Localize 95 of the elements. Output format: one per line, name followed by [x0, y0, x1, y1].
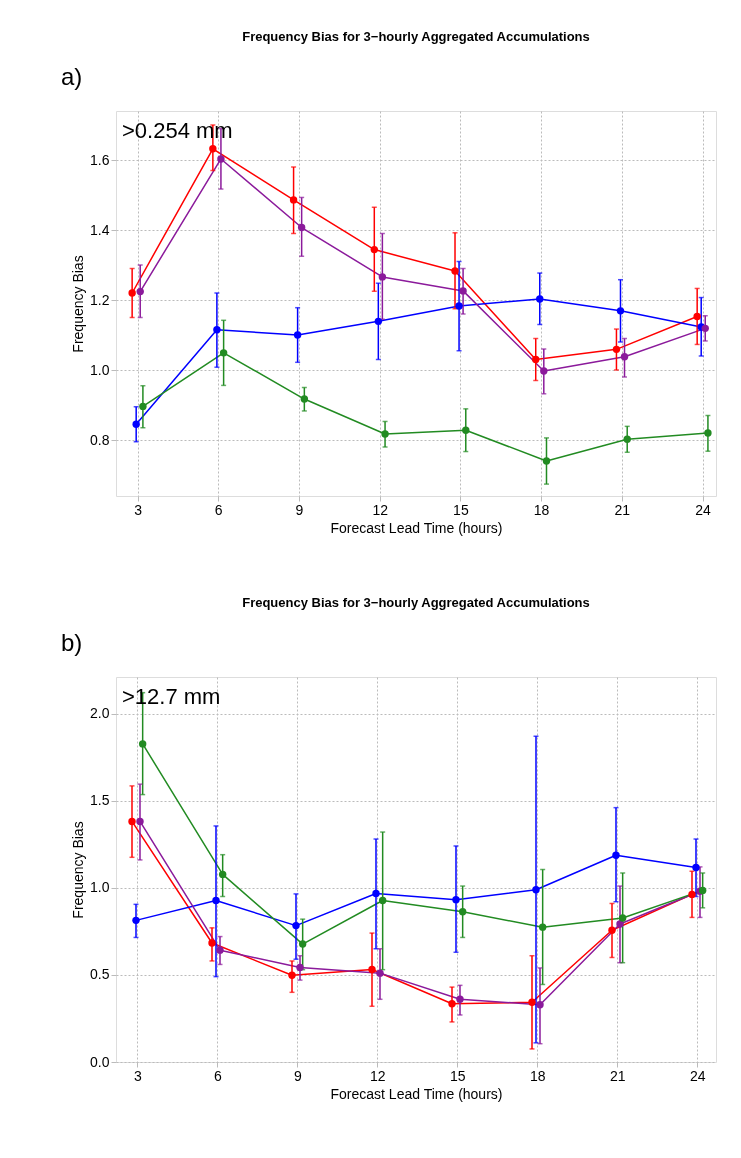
y-axis-title: Frequency Bias [70, 255, 87, 353]
x-tick-label: 9 [295, 501, 304, 518]
y-tick-label: 1.0 [90, 361, 110, 378]
y-tick-label: 1.0 [90, 879, 110, 896]
point [372, 889, 380, 898]
point [132, 420, 140, 428]
y-axis-title: Frequency Bias [70, 821, 87, 919]
chart-title: Frequency Bias for 3−hourly Aggregated Accumulations [242, 595, 590, 610]
point [459, 287, 467, 295]
point [136, 817, 144, 826]
y-tick-label: 0.0 [90, 1053, 110, 1070]
point [532, 886, 540, 894]
point [288, 971, 296, 979]
x-tick-label: 3 [134, 501, 143, 518]
point [618, 914, 627, 922]
x-axis-title: Forecast Lead Time (hours) [330, 519, 503, 536]
point [688, 890, 696, 899]
point [376, 969, 384, 977]
point [542, 457, 551, 465]
point [209, 145, 217, 153]
x-tick-label: 6 [214, 501, 223, 518]
y-tick-label: 0.8 [90, 431, 110, 448]
point [139, 402, 147, 411]
y-tick-label: 0.5 [90, 966, 110, 983]
point [538, 923, 547, 931]
point [616, 920, 624, 928]
point [208, 939, 216, 947]
y-tick-label: 1.4 [90, 221, 110, 238]
text: a) [61, 63, 83, 90]
point [213, 326, 221, 334]
point [612, 851, 620, 859]
point [536, 1000, 544, 1009]
point [693, 312, 701, 321]
point [136, 287, 144, 296]
x-tick-label: 24 [695, 501, 712, 518]
y-tick-label: 1.6 [90, 151, 110, 168]
point [381, 430, 389, 438]
chart-title: Frequency Bias for 3−hourly Aggregated Accumulations [242, 29, 590, 44]
point [704, 429, 712, 437]
x-tick-label: 18 [533, 501, 550, 518]
point [296, 963, 304, 972]
point [528, 998, 536, 1006]
point [701, 324, 709, 333]
point [378, 896, 387, 905]
point [536, 295, 544, 303]
point [217, 155, 225, 163]
point [623, 435, 631, 443]
x-axis-title: Forecast Lead Time (hours) [330, 1085, 503, 1102]
point [455, 302, 463, 310]
point [292, 921, 300, 930]
point [219, 349, 228, 357]
point [448, 1000, 456, 1008]
x-tick-label: 24 [690, 1067, 706, 1084]
point [378, 273, 387, 281]
point [456, 995, 464, 1003]
point [620, 353, 629, 361]
x-tick-label: 9 [293, 1067, 302, 1084]
point [212, 896, 220, 905]
x-tick-label: 15 [450, 1067, 466, 1084]
point [128, 817, 136, 826]
point [368, 965, 376, 974]
y-tick-label: 2.0 [90, 705, 110, 722]
point [216, 946, 224, 954]
point [289, 196, 298, 204]
text: b) [61, 629, 83, 656]
point [293, 331, 302, 339]
y-tick-label: 1.5 [90, 792, 110, 809]
point [370, 245, 378, 254]
point [616, 307, 625, 315]
point [298, 940, 307, 948]
point [612, 345, 621, 354]
point [451, 267, 459, 275]
x-tick-label: 21 [610, 1067, 626, 1084]
point [532, 355, 540, 364]
point [374, 317, 383, 326]
x-tick-label: 12 [370, 1067, 386, 1084]
point [692, 863, 700, 872]
point [138, 740, 147, 748]
point [300, 395, 309, 403]
x-tick-label: 15 [453, 501, 469, 518]
x-tick-label: 3 [133, 1067, 142, 1084]
y-tick-label: 1.2 [90, 291, 110, 308]
point [608, 926, 616, 934]
point [128, 289, 136, 297]
point [462, 426, 470, 434]
x-tick-label: 6 [213, 1067, 222, 1084]
point [132, 916, 140, 925]
point [297, 223, 306, 232]
point [540, 367, 548, 375]
x-tick-label: 21 [614, 501, 631, 518]
point [458, 908, 467, 916]
x-tick-label: 12 [372, 501, 389, 518]
x-tick-label: 18 [530, 1067, 546, 1084]
point [218, 870, 227, 879]
point [452, 895, 460, 904]
